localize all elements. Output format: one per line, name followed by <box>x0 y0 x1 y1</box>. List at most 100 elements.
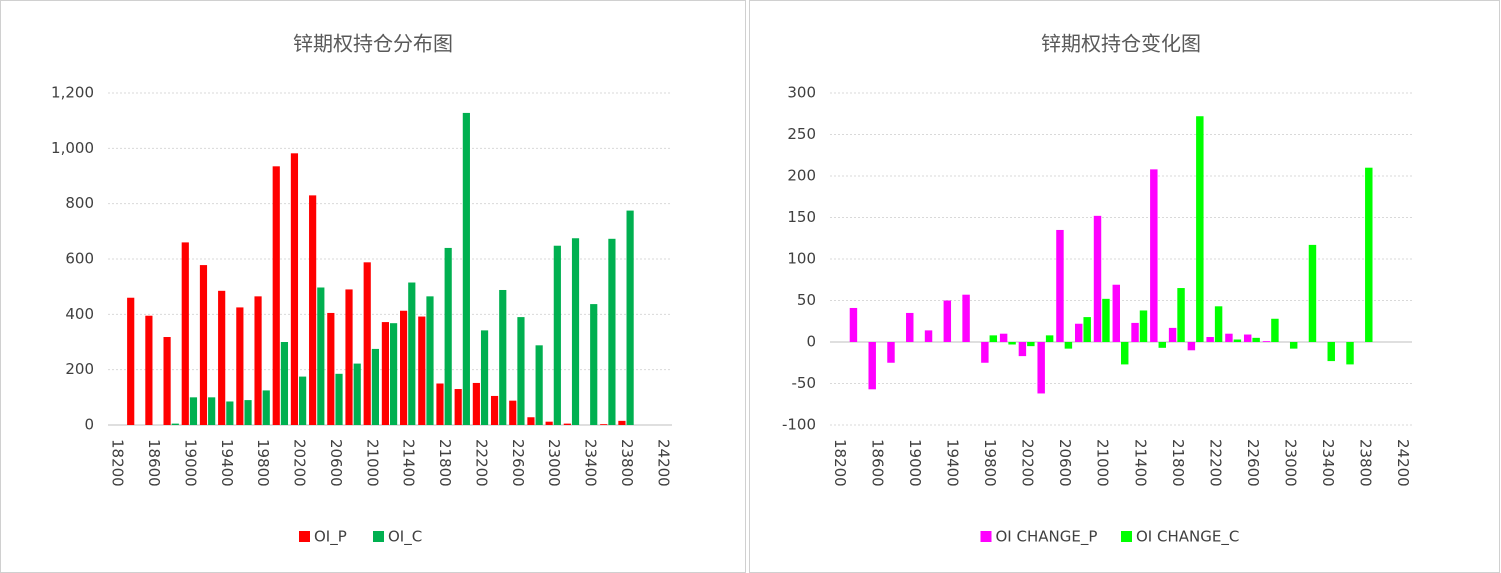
bar <box>1262 341 1271 342</box>
bar <box>962 294 970 342</box>
x-tick-label: 24200 <box>654 439 672 487</box>
y-tick-label: 0 <box>84 416 94 434</box>
bar <box>981 342 989 363</box>
bar <box>1252 337 1260 342</box>
bar <box>1121 342 1129 365</box>
x-tick-label: 18200 <box>109 439 127 487</box>
bar <box>1102 298 1110 342</box>
bar <box>254 296 262 425</box>
y-tick-label: 1,000 <box>51 139 94 157</box>
bar <box>472 382 480 425</box>
bar <box>1187 342 1196 351</box>
x-tick-label: 22600 <box>509 439 527 487</box>
y-tick-label: -50 <box>792 374 817 392</box>
bar <box>1346 342 1354 365</box>
bar <box>509 400 517 425</box>
bar <box>454 389 462 425</box>
legend-label: OI_C <box>388 528 422 547</box>
y-tick-label: 200 <box>787 167 816 185</box>
x-tick-label: 21400 <box>400 439 418 487</box>
bar <box>849 307 858 342</box>
y-tick-label: 400 <box>65 305 94 323</box>
x-tick-label: 19800 <box>981 439 999 487</box>
bar <box>317 287 325 425</box>
bar <box>924 330 933 342</box>
y-tick-label: 200 <box>65 360 94 378</box>
bar <box>1150 169 1158 342</box>
legend-swatch <box>1121 531 1132 542</box>
bar <box>345 289 353 425</box>
bar <box>1037 342 1045 394</box>
bar <box>868 342 876 390</box>
x-tick-label: 24200 <box>1394 439 1412 487</box>
bar <box>226 401 234 425</box>
x-tick-label: 22200 <box>472 439 490 487</box>
bar <box>299 376 307 425</box>
bar <box>381 322 389 425</box>
x-tick-label: 18200 <box>831 439 849 487</box>
y-tick-label: 300 <box>787 84 816 102</box>
x-tick-label: 21000 <box>363 439 381 487</box>
chart-title: 锌期权持仓分布图 <box>293 32 453 56</box>
bar <box>545 421 553 425</box>
bar <box>1158 342 1166 348</box>
x-tick-label: 23800 <box>1357 439 1375 487</box>
bar <box>171 423 179 425</box>
bar <box>1225 333 1233 342</box>
x-tick-label: 22200 <box>1206 439 1224 487</box>
bar <box>181 242 189 425</box>
y-tick-label: 250 <box>787 125 816 143</box>
y-tick-label: 50 <box>797 291 816 309</box>
bar <box>1056 229 1064 342</box>
x-tick-label: 21000 <box>1094 439 1112 487</box>
bar <box>535 345 543 425</box>
bar <box>1327 342 1335 362</box>
x-tick-label: 19400 <box>218 439 236 487</box>
panel <box>749 0 1500 573</box>
bar <box>145 315 153 425</box>
bar <box>418 316 426 425</box>
bar <box>363 262 371 425</box>
bar <box>608 238 616 425</box>
bar <box>553 245 561 425</box>
y-tick-label: 800 <box>65 194 94 212</box>
bar <box>1008 342 1016 345</box>
bar <box>272 166 280 426</box>
bar <box>1045 335 1054 342</box>
x-tick-label: 18600 <box>145 439 163 487</box>
bar <box>1131 322 1139 342</box>
bar <box>527 417 535 425</box>
y-tick-label: 1,200 <box>51 84 94 102</box>
bar <box>563 423 571 425</box>
y-tick-label: 100 <box>787 250 816 268</box>
bar <box>335 373 343 425</box>
bar <box>462 112 470 426</box>
bar <box>390 323 398 425</box>
bar <box>1308 244 1317 342</box>
x-tick-label: 21800 <box>1169 439 1187 487</box>
x-tick-label: 23400 <box>1319 439 1337 487</box>
y-tick-label: 0 <box>806 333 816 351</box>
bar <box>1271 318 1279 342</box>
chart-title: 锌期权持仓变化图 <box>1041 32 1201 56</box>
bar <box>1177 288 1185 342</box>
bar <box>1075 323 1083 342</box>
x-tick-label: 22600 <box>1244 439 1262 487</box>
x-tick-label: 20200 <box>291 439 309 487</box>
bar <box>1112 284 1120 342</box>
legend-label: OI CHANGE_C <box>1136 528 1239 547</box>
bar <box>218 290 226 425</box>
bar <box>163 337 171 425</box>
bar <box>943 300 952 342</box>
bar <box>436 383 444 425</box>
panel <box>0 0 746 573</box>
bar <box>1206 337 1214 342</box>
y-tick-label: 150 <box>787 208 816 226</box>
bar <box>127 297 135 425</box>
bar <box>490 395 499 425</box>
legend-swatch <box>980 531 992 542</box>
legend-swatch <box>373 531 384 542</box>
bar <box>517 317 525 425</box>
x-tick-label: 19000 <box>906 439 924 487</box>
